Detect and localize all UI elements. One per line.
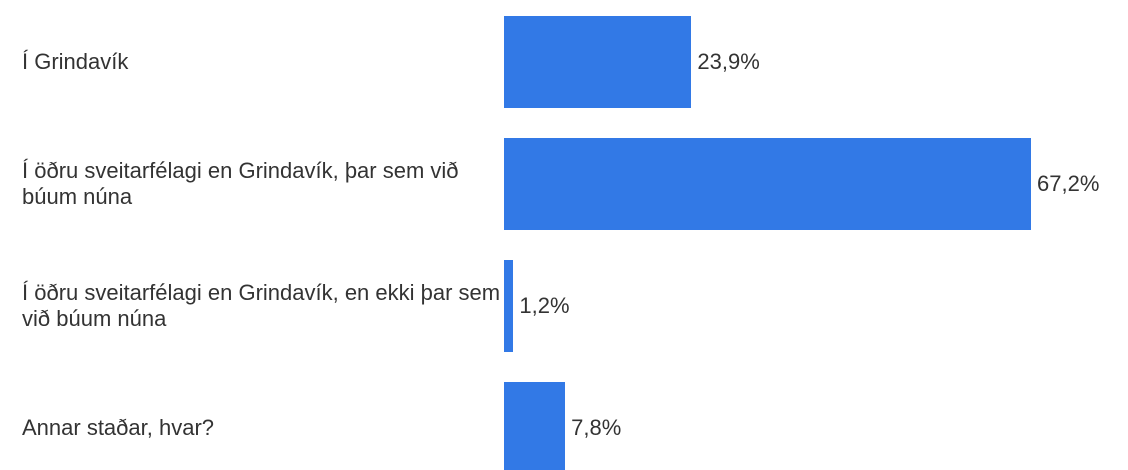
bar — [504, 16, 692, 108]
bar — [504, 382, 566, 470]
category-label: Í Grindavík — [22, 49, 129, 74]
category-label: Í öðru sveitarfélagi en Grindavík, en ek… — [22, 280, 501, 331]
category-label: Annar staðar, hvar? — [22, 415, 215, 440]
value-label: 1,2% — [519, 293, 570, 318]
bar — [504, 138, 1031, 230]
bar — [504, 260, 514, 352]
value-label: 23,9% — [697, 49, 760, 74]
category-label: Í öðru sveitarfélagi en Grindavík, þar s… — [22, 158, 459, 209]
value-label: 7,8% — [571, 415, 622, 440]
value-label: 67,2% — [1037, 171, 1100, 196]
